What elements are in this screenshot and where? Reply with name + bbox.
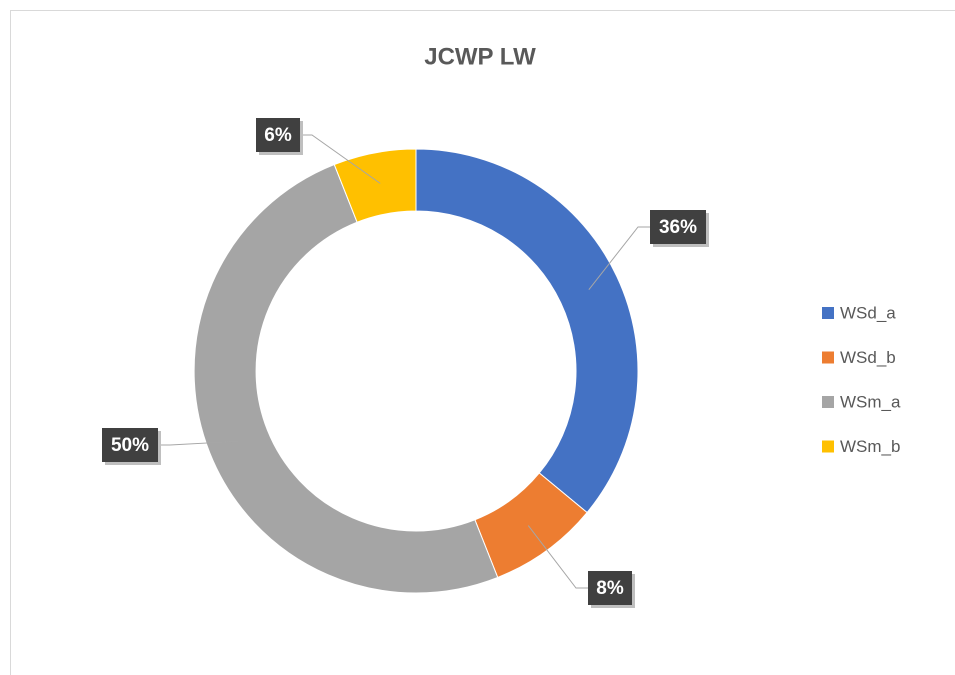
data-label-box <box>256 118 300 152</box>
data-label-box <box>588 571 632 605</box>
leader-line <box>158 440 239 446</box>
legend-label: WSd_a <box>840 303 896 322</box>
legend-swatch <box>822 351 834 364</box>
doughnut-slice <box>333 148 417 223</box>
data-label-box <box>102 428 158 462</box>
data-label: 8% <box>596 578 624 599</box>
data-label: 50% <box>111 435 149 456</box>
legend-label: WSm_a <box>840 392 901 411</box>
data-label: 6% <box>264 125 292 146</box>
doughnut-slice <box>193 163 499 594</box>
leader-line <box>527 525 588 589</box>
legend-label: WSm_b <box>840 437 900 456</box>
legend-swatch <box>822 307 834 319</box>
legend-swatch <box>822 440 834 453</box>
legend-swatch <box>822 396 834 408</box>
doughnut-slice <box>415 148 639 514</box>
legend-label: WSd_b <box>840 348 896 367</box>
chart-title: JCWP LW <box>424 43 536 70</box>
data-label: 36% <box>659 217 697 238</box>
leader-line <box>588 226 650 290</box>
leader-line <box>300 134 381 184</box>
data-label-box <box>650 210 706 244</box>
